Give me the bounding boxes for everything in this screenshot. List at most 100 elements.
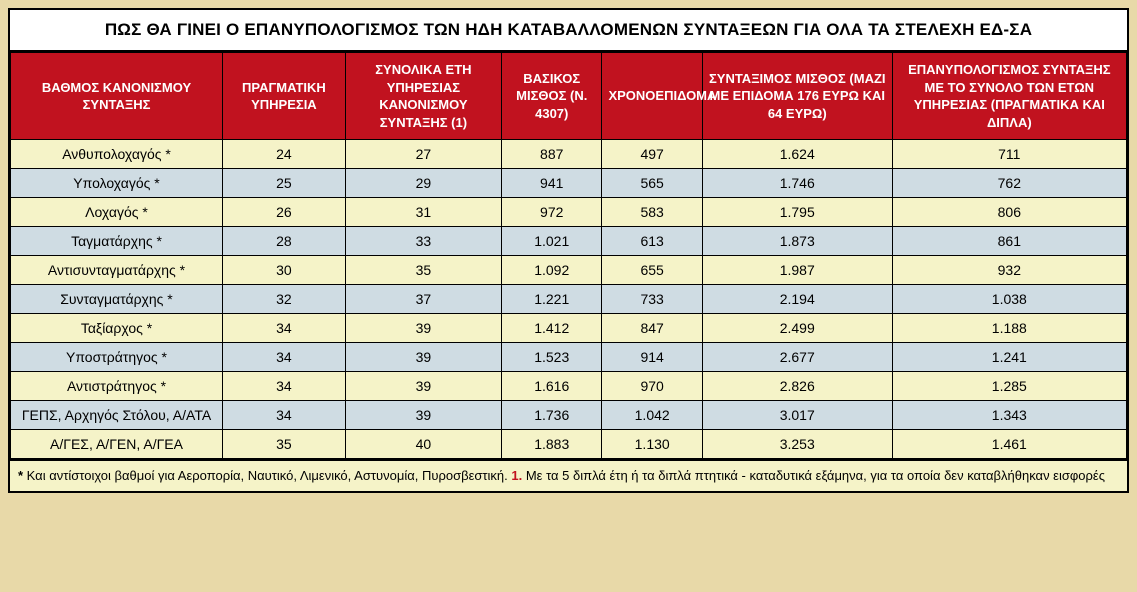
cell: 1.523 xyxy=(502,343,602,372)
cell: 34 xyxy=(223,401,346,430)
table-row: Λοχαγός *26319725831.795806 xyxy=(11,198,1127,227)
cell: ΓΕΠΣ, Αρχηγός Στόλου, Α/ΑΤΑ xyxy=(11,401,223,430)
table-row: Ανθυπολοχαγός *24278874971.624711 xyxy=(11,140,1127,169)
table-frame: ΠΩΣ ΘΑ ΓΙΝΕΙ Ο ΕΠΑΝΥΠΟΛΟΓΙΣΜΟΣ ΤΩΝ ΗΔΗ Κ… xyxy=(8,8,1129,493)
footnote-text-1: Και αντίστοιχοι βαθμοί για Αεροπορία, Να… xyxy=(23,468,511,483)
cell: Ταγματάρχης * xyxy=(11,227,223,256)
cell: 35 xyxy=(345,256,501,285)
cell: Ταξίαρχος * xyxy=(11,314,223,343)
cell: Συνταγματάρχης * xyxy=(11,285,223,314)
col-header-time-bonus: ΧΡΟΝΟΕΠΙΔΟΜΑ xyxy=(602,53,702,140)
cell: 861 xyxy=(892,227,1126,256)
cell: 34 xyxy=(223,372,346,401)
cell: 39 xyxy=(345,343,501,372)
cell: 1.883 xyxy=(502,430,602,459)
cell: 31 xyxy=(345,198,501,227)
cell: 2.499 xyxy=(702,314,892,343)
cell: Λοχαγός * xyxy=(11,198,223,227)
cell: 1.241 xyxy=(892,343,1126,372)
cell: 25 xyxy=(223,169,346,198)
cell: 1.038 xyxy=(892,285,1126,314)
cell: 941 xyxy=(502,169,602,198)
cell: 1.092 xyxy=(502,256,602,285)
cell: 972 xyxy=(502,198,602,227)
cell: 497 xyxy=(602,140,702,169)
table-row: Ταξίαρχος *34391.4128472.4991.188 xyxy=(11,314,1127,343)
cell: 583 xyxy=(602,198,702,227)
table-body: Ανθυπολοχαγός *24278874971.624711Υπολοχα… xyxy=(11,140,1127,459)
cell: 1.746 xyxy=(702,169,892,198)
cell: 847 xyxy=(602,314,702,343)
footnote-number-1: 1. xyxy=(511,468,522,483)
cell: 1.221 xyxy=(502,285,602,314)
cell: 1.461 xyxy=(892,430,1126,459)
col-header-actual-service: ΠΡΑΓΜΑΤΙΚΗ ΥΠΗΡΕΣΙΑ xyxy=(223,53,346,140)
cell: 32 xyxy=(223,285,346,314)
cell: 1.021 xyxy=(502,227,602,256)
cell: 914 xyxy=(602,343,702,372)
cell: 34 xyxy=(223,343,346,372)
table-row: Αντιστράτηγος *34391.6169702.8261.285 xyxy=(11,372,1127,401)
cell: 887 xyxy=(502,140,602,169)
cell: 1.188 xyxy=(892,314,1126,343)
cell: 1.873 xyxy=(702,227,892,256)
cell: 762 xyxy=(892,169,1126,198)
cell: Ανθυπολοχαγός * xyxy=(11,140,223,169)
cell: 24 xyxy=(223,140,346,169)
cell: 1.042 xyxy=(602,401,702,430)
table-row: Αντισυνταγματάρχης *30351.0926551.987932 xyxy=(11,256,1127,285)
cell: 655 xyxy=(602,256,702,285)
table-footnote: * Και αντίστοιχοι βαθμοί για Αεροπορία, … xyxy=(10,459,1127,491)
cell: 1.736 xyxy=(502,401,602,430)
table-row: Συνταγματάρχης *32371.2217332.1941.038 xyxy=(11,285,1127,314)
cell: 613 xyxy=(602,227,702,256)
cell: 33 xyxy=(345,227,501,256)
cell: 1.987 xyxy=(702,256,892,285)
cell: 970 xyxy=(602,372,702,401)
table-row: Υπολοχαγός *25299415651.746762 xyxy=(11,169,1127,198)
cell: 3.253 xyxy=(702,430,892,459)
cell: 39 xyxy=(345,372,501,401)
cell: 28 xyxy=(223,227,346,256)
cell: 34 xyxy=(223,314,346,343)
col-header-rank: ΒΑΘΜΟΣ ΚΑΝΟΝΙΣΜΟΥ ΣΥΝΤΑΞΗΣ xyxy=(11,53,223,140)
col-header-recalculated: ΕΠΑΝΥΠΟΛΟΓΙΣΜΟΣ ΣΥΝΤΑΞΗΣ ΜΕ ΤΟ ΣΥΝΟΛΟ ΤΩ… xyxy=(892,53,1126,140)
cell: Αντιστράτηγος * xyxy=(11,372,223,401)
cell: 733 xyxy=(602,285,702,314)
cell: 1.616 xyxy=(502,372,602,401)
pension-table: ΒΑΘΜΟΣ ΚΑΝΟΝΙΣΜΟΥ ΣΥΝΤΑΞΗΣ ΠΡΑΓΜΑΤΙΚΗ ΥΠ… xyxy=(10,52,1127,459)
cell: 39 xyxy=(345,401,501,430)
cell: Υποστράτηγος * xyxy=(11,343,223,372)
cell: 1.343 xyxy=(892,401,1126,430)
cell: 2.194 xyxy=(702,285,892,314)
cell: 806 xyxy=(892,198,1126,227)
cell: Υπολοχαγός * xyxy=(11,169,223,198)
table-row: ΓΕΠΣ, Αρχηγός Στόλου, Α/ΑΤΑ34391.7361.04… xyxy=(11,401,1127,430)
cell: Αντισυνταγματάρχης * xyxy=(11,256,223,285)
cell: 3.017 xyxy=(702,401,892,430)
cell: 711 xyxy=(892,140,1126,169)
header-row: ΒΑΘΜΟΣ ΚΑΝΟΝΙΣΜΟΥ ΣΥΝΤΑΞΗΣ ΠΡΑΓΜΑΤΙΚΗ ΥΠ… xyxy=(11,53,1127,140)
cell: 932 xyxy=(892,256,1126,285)
cell: 2.677 xyxy=(702,343,892,372)
cell: 2.826 xyxy=(702,372,892,401)
col-header-total-years: ΣΥΝΟΛΙΚΑ ΕΤΗ ΥΠΗΡΕΣΙΑΣ ΚΑΝΟΝΙΣΜΟΥ ΣΥΝΤΑΞ… xyxy=(345,53,501,140)
col-header-pensionable: ΣΥΝΤΑΞΙΜΟΣ ΜΙΣΘΟΣ (ΜΑΖΙ ΜΕ ΕΠΙΔΟΜΑ 176 Ε… xyxy=(702,53,892,140)
cell: 1.130 xyxy=(602,430,702,459)
footnote-text-2: Με τα 5 διπλά έτη ή τα διπλά πτητικά - κ… xyxy=(522,468,1105,483)
table-row: Α/ΓΕΣ, Α/ΓΕΝ, Α/ΓΕΑ35401.8831.1303.2531.… xyxy=(11,430,1127,459)
cell: 27 xyxy=(345,140,501,169)
cell: 1.624 xyxy=(702,140,892,169)
cell: 30 xyxy=(223,256,346,285)
cell: 565 xyxy=(602,169,702,198)
cell: 39 xyxy=(345,314,501,343)
table-title: ΠΩΣ ΘΑ ΓΙΝΕΙ Ο ΕΠΑΝΥΠΟΛΟΓΙΣΜΟΣ ΤΩΝ ΗΔΗ Κ… xyxy=(10,10,1127,52)
table-row: Ταγματάρχης *28331.0216131.873861 xyxy=(11,227,1127,256)
cell: 35 xyxy=(223,430,346,459)
cell: 40 xyxy=(345,430,501,459)
cell: 1.412 xyxy=(502,314,602,343)
col-header-base-salary: ΒΑΣΙΚΟΣ ΜΙΣΘΟΣ (Ν. 4307) xyxy=(502,53,602,140)
cell: 29 xyxy=(345,169,501,198)
table-row: Υποστράτηγος *34391.5239142.6771.241 xyxy=(11,343,1127,372)
cell: Α/ΓΕΣ, Α/ΓΕΝ, Α/ΓΕΑ xyxy=(11,430,223,459)
